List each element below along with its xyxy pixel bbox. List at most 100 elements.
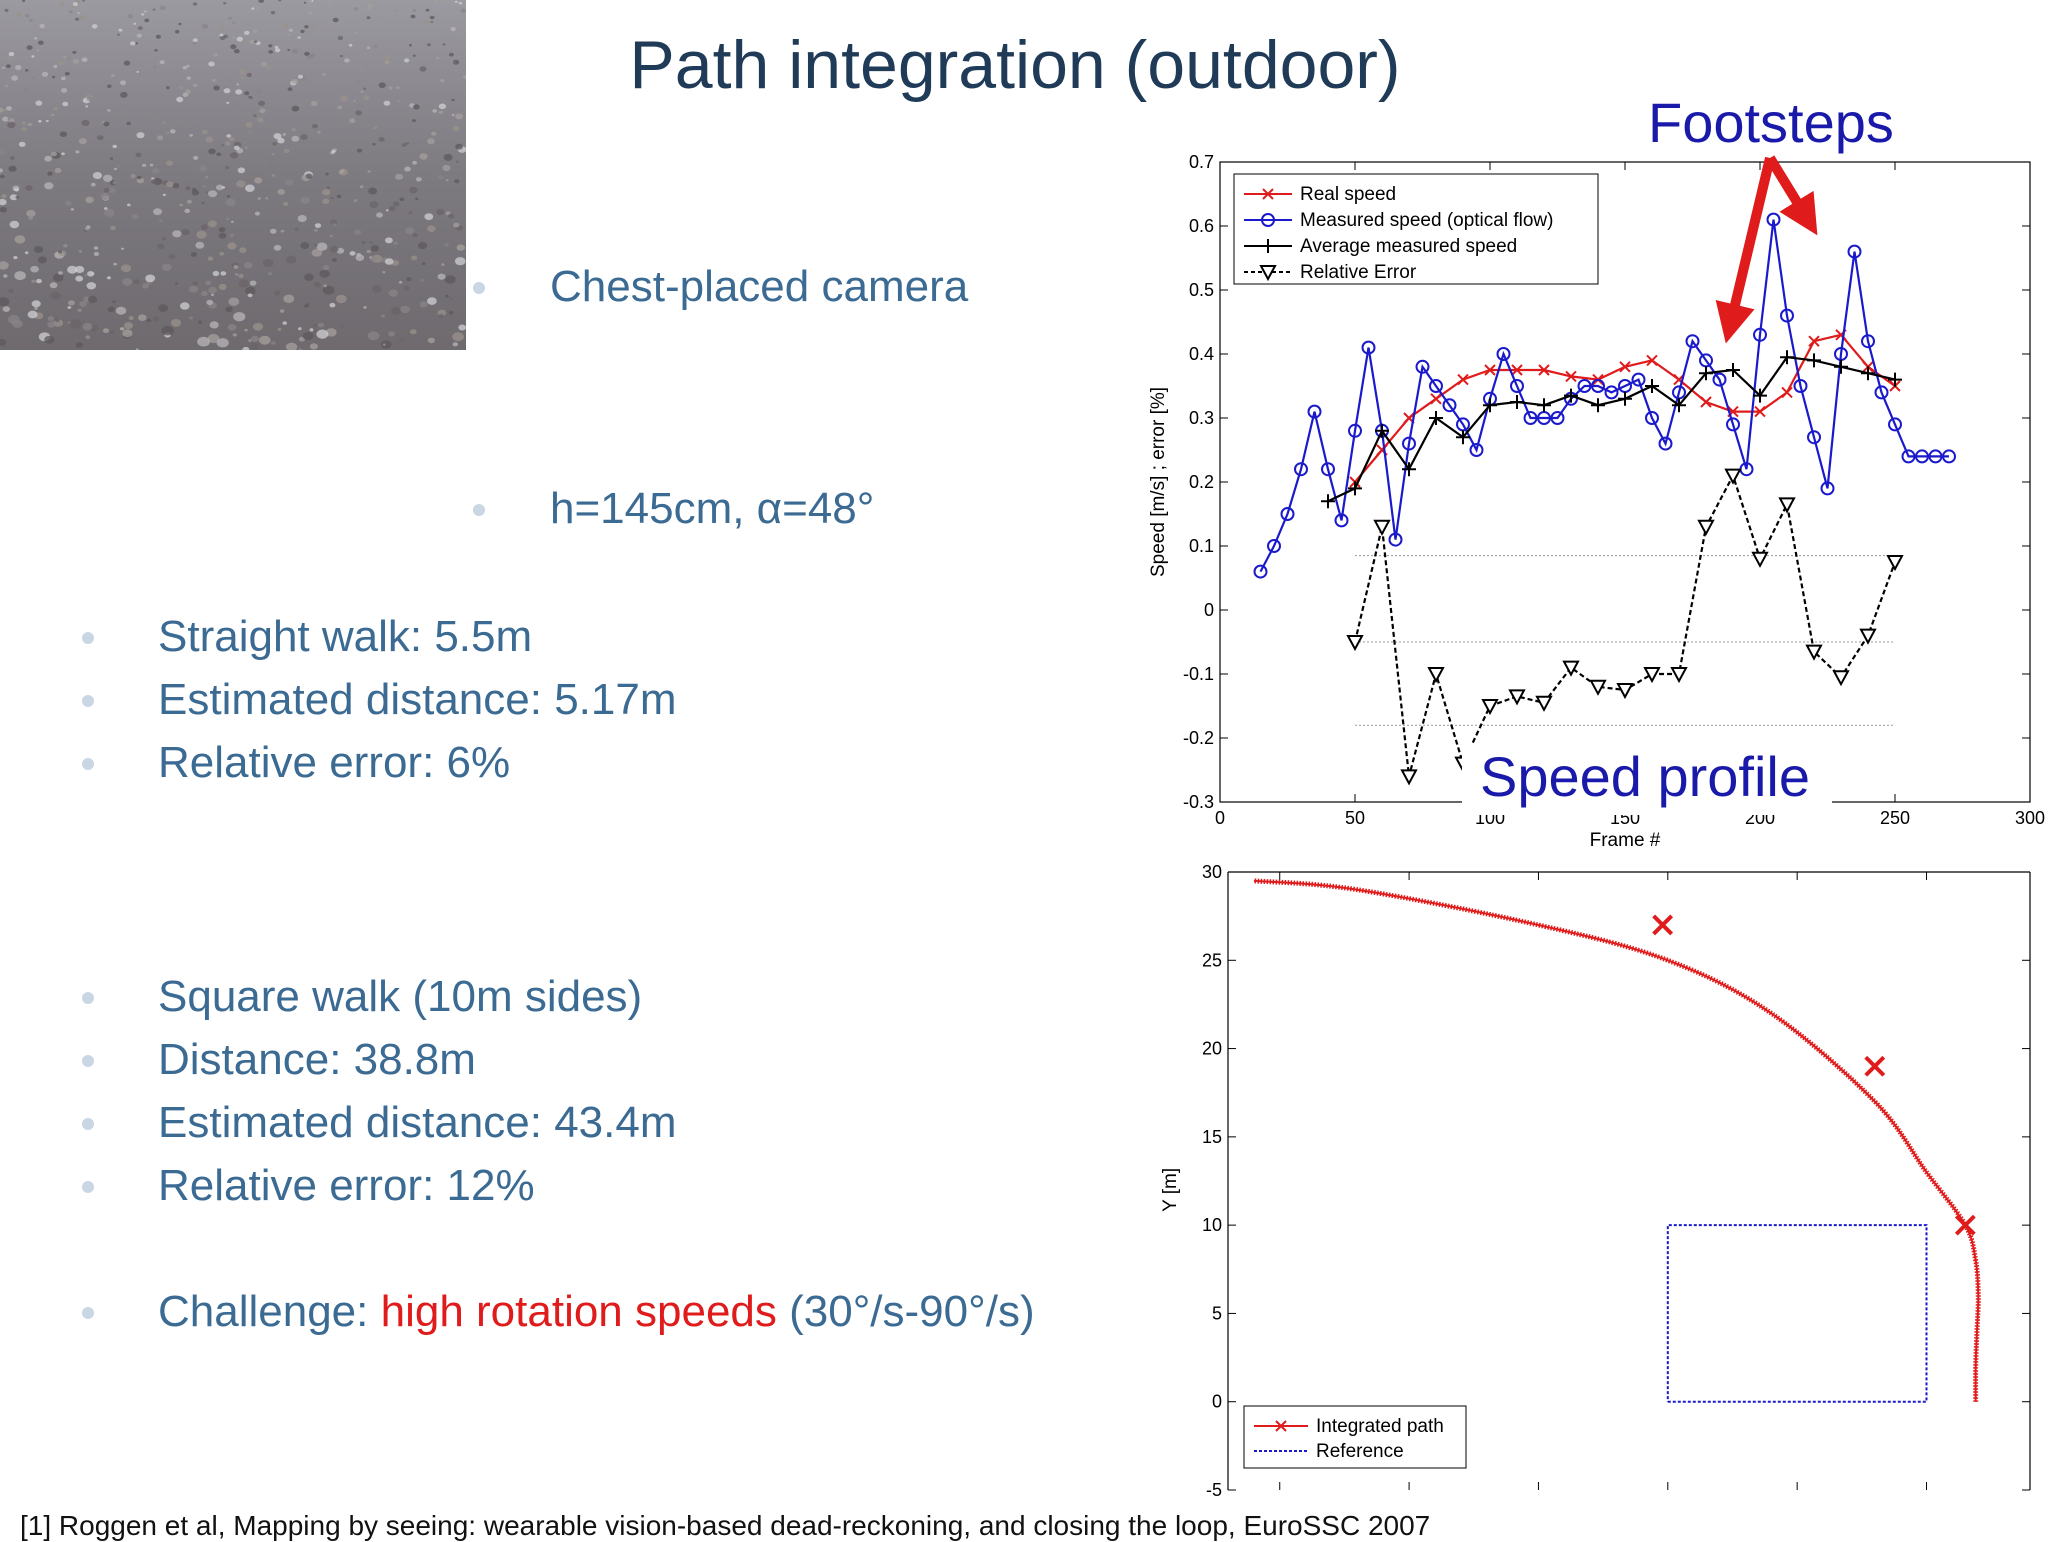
pebble [353,7,358,11]
pebble [161,237,166,241]
pebble [178,85,183,89]
pebble [308,11,314,16]
pebble [432,109,438,113]
pebble [192,41,197,45]
pebble [433,0,438,3]
y-tick-label: 20 [1202,1039,1222,1059]
pebble [381,314,386,318]
bullet-square-error: Relative error: 12% [158,1161,535,1210]
pebble [419,153,428,160]
pebble [316,329,329,339]
pebble [235,89,243,95]
pebble [151,168,160,174]
pebble [313,323,318,327]
data-point [1697,519,1715,536]
pebble [136,33,142,38]
pebble [113,262,117,266]
pebble [216,184,224,191]
pebble [378,137,385,142]
pebble [120,264,132,273]
data-point [1415,359,1430,374]
pebble [363,87,367,90]
pebble [239,247,247,253]
data-point [1646,354,1658,367]
pebble [126,121,131,126]
data-point [1307,404,1322,419]
pebble [180,120,185,124]
pebble [268,50,274,54]
data-point [1591,398,1605,413]
pebble [356,252,362,257]
pebble [58,271,63,275]
pebble [68,300,75,306]
pebble [87,271,95,277]
pebble [393,241,398,245]
legend-label: Average measured speed [1300,236,1517,257]
pebble [180,302,190,310]
data-point [1442,398,1457,413]
pebble [282,321,287,325]
pebble [75,0,81,3]
pebble [178,22,182,26]
pebble [442,164,451,172]
pebble [450,298,454,301]
pebble [257,197,262,200]
pebble [207,256,214,261]
pebble [12,319,23,328]
pebble [63,56,67,59]
pebble [62,101,69,107]
pebble [456,244,465,251]
pebble [256,6,261,10]
pebble [152,316,160,322]
pebble [9,220,20,229]
pebble [118,28,123,32]
pebble [67,321,71,324]
y-tick-label: -0.2 [1183,728,1214,748]
data-point [1537,398,1551,413]
pebble [249,39,255,44]
legend-box [1243,1405,1467,1469]
pebble [149,110,158,117]
pebble [205,280,212,286]
pebble [437,175,444,180]
pebble [38,119,42,123]
pebble [366,7,371,11]
pebble [75,342,84,348]
pebble [438,110,443,114]
data-point [1375,423,1389,438]
pebble [340,95,348,102]
pebble [207,333,220,344]
bullet-dot [82,695,94,707]
pebble [120,91,128,98]
pebble [44,155,52,162]
pebble [360,90,364,93]
y-tick-label: 25 [1202,950,1222,970]
pebble [349,118,356,124]
legend: Integrated path Reference [1243,1405,1467,1469]
y-tick-label: 0.6 [1189,216,1214,236]
pebble [371,285,382,293]
pebble [441,263,445,266]
data-point [1672,398,1686,413]
pebble [305,173,313,179]
data-point [1643,667,1661,684]
data-point [1510,395,1524,409]
pebble [298,348,303,350]
legend-label: Reference [1316,1441,1404,1462]
pebble [234,273,239,276]
x-tick-label: 250 [1880,808,1910,828]
pebble [404,58,410,63]
pebble [326,186,330,189]
pebble [239,69,247,75]
pebble [202,24,209,29]
data-point [1618,391,1632,406]
pebble [322,265,330,271]
data-point [1915,449,1929,464]
pebble [408,211,413,215]
pebble [399,338,404,342]
pebble [6,24,10,27]
data-point [1259,265,1277,282]
pebble [103,188,110,193]
pebble [452,125,460,132]
pebble [189,316,194,320]
